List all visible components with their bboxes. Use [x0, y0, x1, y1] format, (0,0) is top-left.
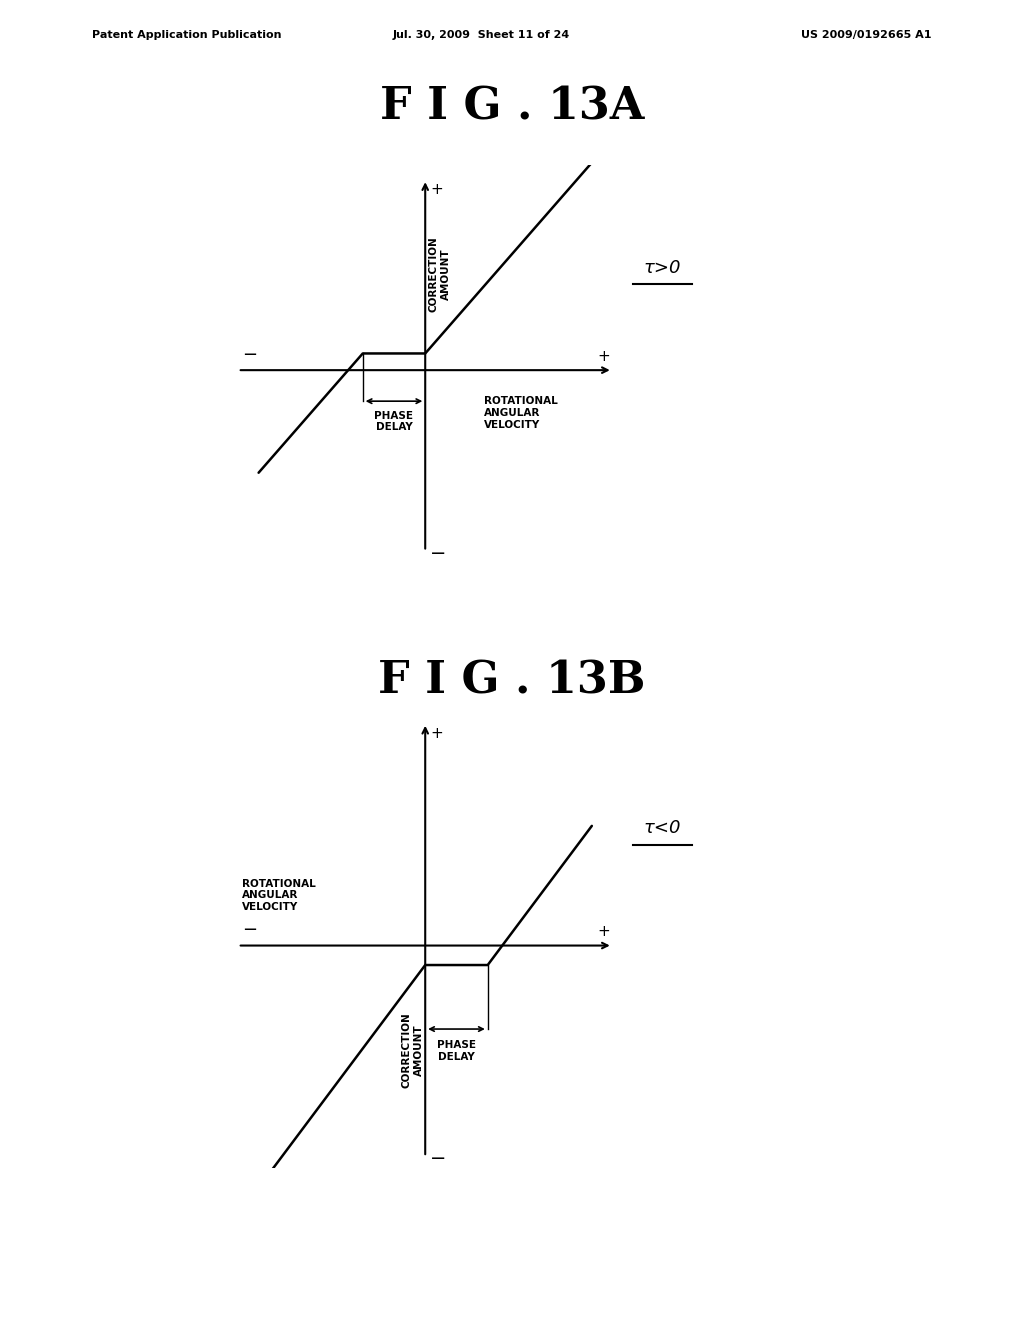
- Text: PHASE
DELAY: PHASE DELAY: [437, 1040, 476, 1061]
- Text: −: −: [242, 921, 257, 939]
- Text: −: −: [430, 544, 446, 564]
- Text: CORRECTION
AMOUNT: CORRECTION AMOUNT: [402, 1012, 424, 1088]
- Text: +: +: [430, 182, 443, 197]
- Text: Jul. 30, 2009  Sheet 11 of 24: Jul. 30, 2009 Sheet 11 of 24: [392, 30, 570, 41]
- Text: +: +: [598, 350, 610, 364]
- Text: +: +: [430, 726, 443, 741]
- Text: US 2009/0192665 A1: US 2009/0192665 A1: [802, 30, 932, 41]
- Text: ROTATIONAL
ANGULAR
VELOCITY: ROTATIONAL ANGULAR VELOCITY: [242, 879, 315, 912]
- Text: −: −: [430, 1148, 446, 1168]
- Text: F I G . 13A: F I G . 13A: [380, 86, 644, 129]
- Text: F I G . 13B: F I G . 13B: [378, 660, 646, 704]
- Text: Patent Application Publication: Patent Application Publication: [92, 30, 282, 41]
- Text: τ>0: τ>0: [644, 259, 681, 277]
- Text: ROTATIONAL
ANGULAR
VELOCITY: ROTATIONAL ANGULAR VELOCITY: [483, 396, 557, 429]
- Text: PHASE
DELAY: PHASE DELAY: [375, 411, 414, 433]
- Text: +: +: [598, 924, 610, 939]
- Text: τ<0: τ<0: [644, 818, 681, 837]
- Text: −: −: [242, 346, 257, 364]
- Text: CORRECTION
AMOUNT: CORRECTION AMOUNT: [429, 236, 451, 313]
